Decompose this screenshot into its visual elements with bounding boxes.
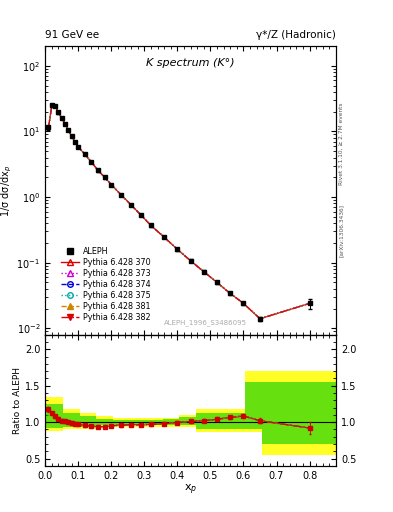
Y-axis label: 1/σ dσ/dx$_p$: 1/σ dσ/dx$_p$ <box>0 164 14 217</box>
Text: 91 GeV ee: 91 GeV ee <box>45 30 99 40</box>
Text: Rivet 3.1.10, ≥ 2.7M events: Rivet 3.1.10, ≥ 2.7M events <box>339 102 344 185</box>
X-axis label: x$_p$: x$_p$ <box>184 482 197 497</box>
Text: K spectrum (K°): K spectrum (K°) <box>146 58 235 68</box>
Y-axis label: Ratio to ALEPH: Ratio to ALEPH <box>13 367 22 434</box>
Text: ALEPH_1996_S3486095: ALEPH_1996_S3486095 <box>163 319 247 326</box>
Legend: ALEPH, Pythia 6.428 370, Pythia 6.428 373, Pythia 6.428 374, Pythia 6.428 375, P: ALEPH, Pythia 6.428 370, Pythia 6.428 37… <box>58 243 154 325</box>
Text: γ*/Z (Hadronic): γ*/Z (Hadronic) <box>256 30 336 40</box>
Text: [arXiv:1306.3436]: [arXiv:1306.3436] <box>339 204 344 257</box>
